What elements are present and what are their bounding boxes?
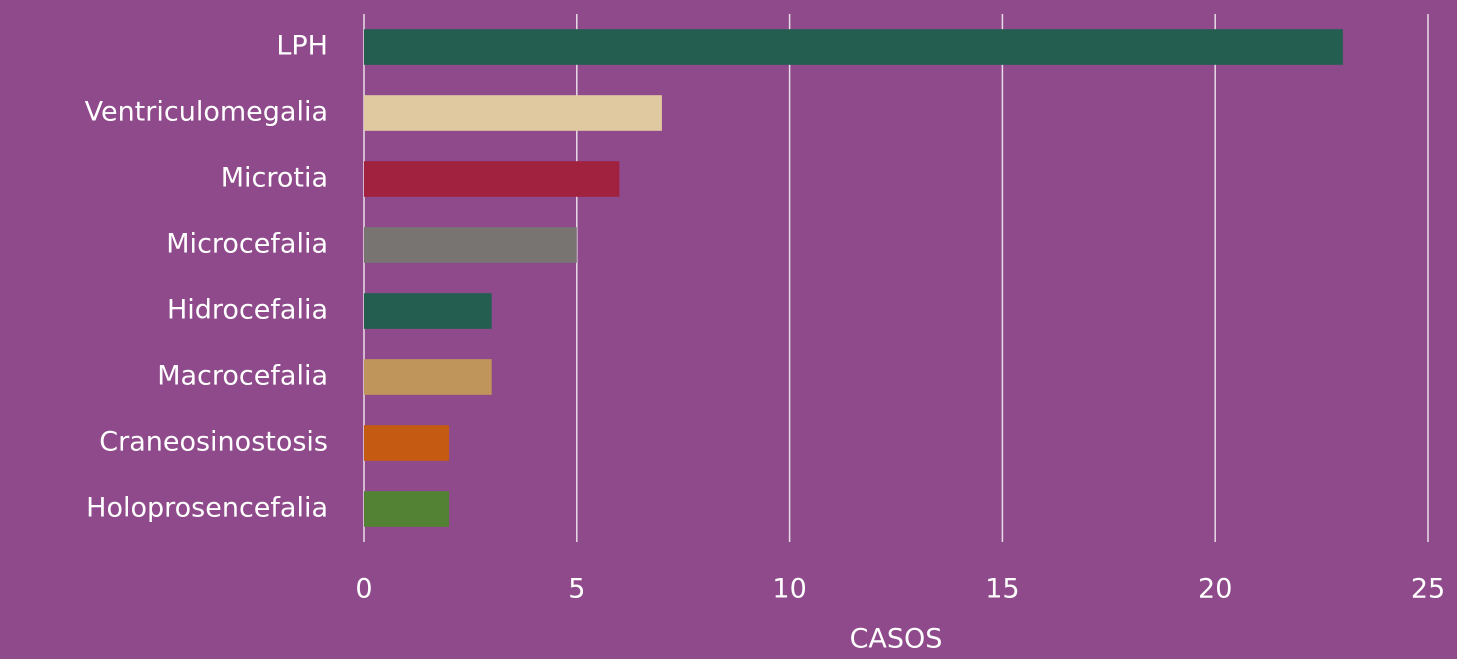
- bar: [364, 161, 620, 197]
- bar: [364, 227, 577, 263]
- bar: [364, 491, 450, 527]
- y-tick-label: Microcefalia: [166, 229, 328, 260]
- x-tick-label: 0: [355, 574, 372, 605]
- bar: [364, 293, 492, 329]
- y-tick-label: LPH: [276, 31, 328, 62]
- y-tick-label: Hidrocefalia: [167, 295, 328, 326]
- bar: [364, 29, 1343, 65]
- x-axis-label: CASOS: [850, 624, 943, 655]
- bar: [364, 95, 662, 131]
- x-tick-label: 5: [568, 574, 585, 605]
- bar: [364, 425, 450, 461]
- bar: [364, 359, 492, 395]
- x-tick-label: 25: [1411, 574, 1445, 605]
- x-tick-label: 20: [1198, 574, 1232, 605]
- y-tick-label: Macrocefalia: [157, 361, 328, 392]
- y-tick-label: Holoprosencefalia: [86, 493, 328, 524]
- y-tick-label: Microtia: [221, 163, 328, 194]
- x-tick-label: 15: [985, 574, 1019, 605]
- y-tick-label: Craneosinostosis: [99, 427, 328, 458]
- x-tick-label: 10: [772, 574, 806, 605]
- y-tick-label: Ventriculomegalia: [85, 97, 328, 128]
